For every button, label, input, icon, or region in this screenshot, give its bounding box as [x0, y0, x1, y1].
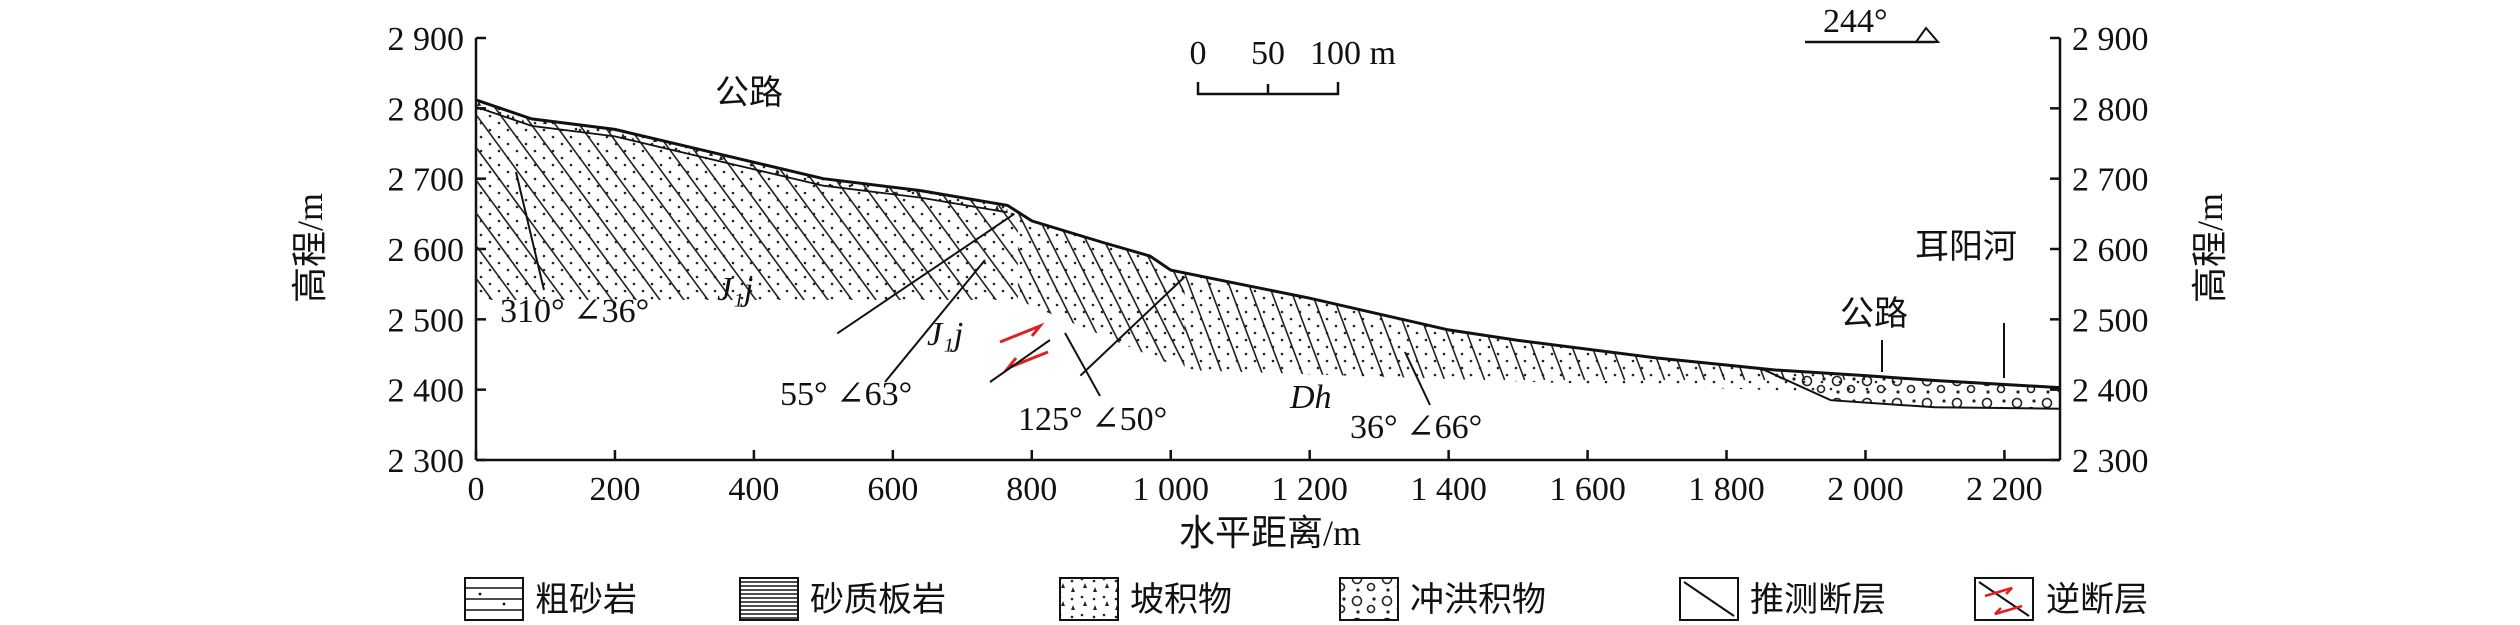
legend-item-colluvium: 坡积物	[1059, 577, 1232, 621]
y-tick-label-right: 2 500	[2072, 302, 2149, 339]
road-label-left: 公路	[715, 74, 783, 112]
colluvium-base	[475, 106, 1008, 214]
alluvial-base	[1760, 367, 2061, 410]
formation-label-2: J₁j	[927, 316, 963, 353]
legend-item-coarse-sandstone: 粗砂岩	[464, 577, 637, 621]
y-tick-label-right: 2 900	[2072, 21, 2149, 58]
x-tick-label: 0	[468, 471, 485, 508]
y-tick-label-left: 2 300	[388, 443, 465, 480]
x-tick-label: 1 000	[1132, 471, 1209, 508]
reverse-fault-arrow-lower	[1003, 350, 1049, 372]
x-tick-label: 800	[1006, 471, 1057, 508]
legend-item-sandy-slate: 砂质板岩	[739, 577, 946, 621]
river-label: 耳阳河	[1915, 229, 2017, 266]
x-tick-label: 400	[728, 471, 779, 508]
formation-label-dh: Dh	[1289, 379, 1332, 416]
ground-surface	[475, 98, 2061, 390]
svg-text:坡积物: 坡积物	[1130, 581, 1232, 619]
y-tick-label-right: 2 600	[2072, 232, 2149, 269]
x-tick-label: 2 000	[1827, 471, 1904, 508]
y-tick-label-right: 2 800	[2072, 91, 2149, 128]
y-tick-label-right: 2 700	[2072, 162, 2149, 199]
y-ticks-left: 2 300 2 400 2 500 2 600 2 700 2 800 2 900	[388, 21, 486, 480]
plot-axes: 0 200 400 600 800 1 000 1 200 1 400 1 600 1 800 2 …	[388, 21, 2149, 508]
legend-item-alluvial: 冲洪积物	[1339, 577, 1546, 621]
x-tick-label: 1 200	[1271, 471, 1348, 508]
reverse-fault-arrow-upper	[999, 322, 1045, 344]
direction-label: 244°	[1823, 3, 1888, 40]
svg-text:粗砂岩: 粗砂岩	[535, 581, 637, 619]
scale-bar: 0 50 100 m	[1190, 35, 1396, 96]
scale-label-0: 0	[1190, 35, 1207, 72]
x-tick-label: 2 200	[1966, 471, 2043, 508]
legend-item-inferred-fault: 推测断层	[1679, 577, 1886, 621]
x-tick-label: 600	[867, 471, 918, 508]
x-tick-label: 1 800	[1688, 471, 1765, 508]
scale-label-100: 100 m	[1310, 35, 1396, 72]
y-axis-title-right: 高程/m	[2190, 193, 2230, 303]
y-tick-label-right: 2 300	[2072, 443, 2149, 480]
scale-label-50: 50	[1251, 35, 1285, 72]
y-tick-label-left: 2 900	[388, 21, 465, 58]
formation-label-1: J₁j	[717, 271, 753, 308]
direction-triangle-icon	[1914, 26, 1941, 43]
y-tick-label-left: 2 500	[388, 302, 465, 339]
attitude-label-2: 55° ∠63°	[780, 376, 912, 413]
x-ticks: 0 200 400 600 800 1 000 1 200 1 400 1 600 1 800 2 …	[468, 450, 2043, 508]
svg-text:逆断层: 逆断层	[2046, 581, 2148, 619]
inferred-fault-line	[836, 212, 1015, 335]
leader-lines	[515, 171, 2005, 406]
svg-text:砂质板岩: 砂质板岩	[810, 581, 946, 619]
y-axis-title-left: 高程/m	[290, 193, 330, 303]
colluvium-band	[476, 99, 1008, 213]
y-tick-label-right: 2 400	[2072, 373, 2149, 410]
y-tick-label-left: 2 800	[388, 91, 465, 128]
svg-text:冲洪积物: 冲洪积物	[1410, 581, 1546, 619]
annotations: 公路 公路 耳阳河 J₁j J₁j Dh 310° ∠36° 55° ∠63° …	[500, 74, 2017, 446]
direction-indicator: 244°	[1805, 3, 1941, 44]
legend-item-reverse-fault: 逆断层	[1974, 577, 2148, 621]
road-label-right: 公路	[1840, 295, 1908, 333]
y-ticks-right: 2 300 2 400 2 500 2 600 2 700 2 800 2 900	[2050, 21, 2149, 480]
x-tick-label: 1 400	[1410, 471, 1487, 508]
x-tick-label: 1 600	[1549, 471, 1626, 508]
legend: 粗砂岩 砂质板岩 坡积物 冲洪积物 推测断层 逆断层	[464, 577, 2148, 621]
svg-text:推测断层: 推测断层	[1750, 581, 1886, 619]
attitude-label-4: 36° ∠66°	[1350, 409, 1482, 446]
x-tick-label: 200	[589, 471, 640, 508]
y-tick-label-left: 2 600	[388, 232, 465, 269]
y-tick-label-left: 2 400	[388, 373, 465, 410]
attitude-label-1: 310° ∠36°	[500, 293, 649, 330]
attitude-label-3: 125° ∠50°	[1018, 401, 1167, 438]
reverse-fault-line	[1079, 276, 1186, 377]
y-tick-label-left: 2 700	[388, 162, 465, 199]
x-axis-title: 水平距离/m	[1179, 513, 1361, 553]
